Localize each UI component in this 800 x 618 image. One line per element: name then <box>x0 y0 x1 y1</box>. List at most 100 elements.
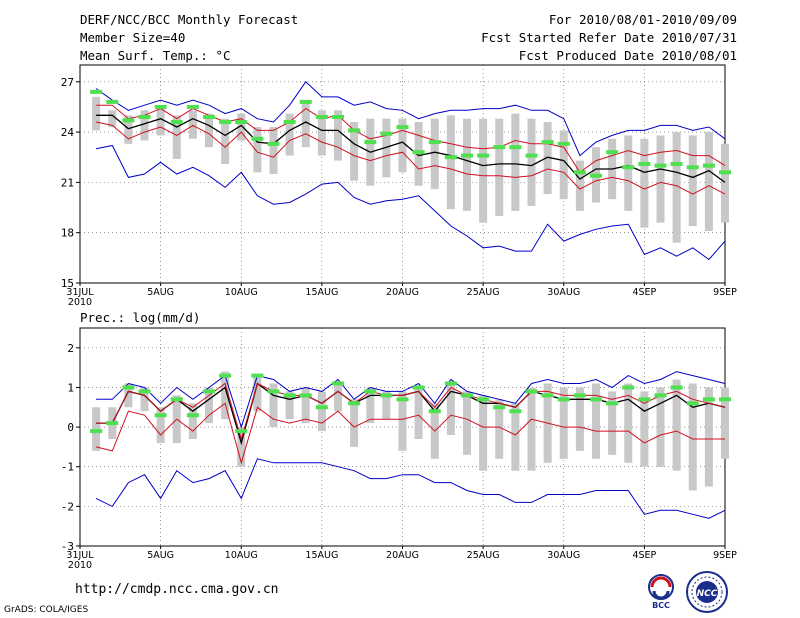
forecast-started-date: Fcst Started Refer Date 2010/07/31 <box>481 30 737 45</box>
temp-spread-box-6 <box>172 115 181 159</box>
prec-obs-marker-22 <box>428 409 441 414</box>
temp-obs-marker-4 <box>138 114 151 119</box>
temp-obs-marker-34 <box>622 165 635 170</box>
temp-spread-box-22 <box>430 118 439 190</box>
temp-xtick-label-7: 4SEP <box>632 287 656 298</box>
prec-spread-box-12 <box>269 383 278 428</box>
temp-spread-box-27 <box>511 113 520 211</box>
prec-obs-marker-16 <box>332 381 344 386</box>
prec-xtick-label-8: 9SEP <box>713 550 737 561</box>
temp-obs-marker-9 <box>219 120 232 125</box>
temp-xtick-label-4: 20AUG <box>386 287 419 298</box>
temp-obs-marker-23 <box>444 155 457 160</box>
prec-spread-box-18 <box>366 387 375 424</box>
temp-obs-marker-14 <box>299 99 312 104</box>
prec-obs-marker-31 <box>573 393 586 398</box>
prec-obs-marker-30 <box>557 397 570 402</box>
prec-spread-box-16 <box>334 383 342 412</box>
temp-obs-marker-2 <box>106 99 119 104</box>
prec-xtick-sublabel-0: 2010 <box>68 560 92 571</box>
bcc-logo: BCC <box>648 574 674 610</box>
prec-xtick-label-0: 31JUL <box>66 550 94 561</box>
temp-xtick-label-0: 31JUL <box>66 287 94 298</box>
temp-obs-marker-15 <box>315 114 328 119</box>
prec-obs-marker-12 <box>267 389 280 394</box>
temp-min-line <box>96 144 726 261</box>
temp-obs-marker-10 <box>235 120 248 125</box>
prec-spread-box-3 <box>124 383 133 408</box>
prec-ytick-label-4: 1 <box>67 381 74 394</box>
temp-obs-marker-21 <box>412 150 425 155</box>
prec-obs-marker-24 <box>461 393 473 398</box>
prec-obs-marker-15 <box>315 405 328 410</box>
prec-min-line <box>95 458 726 519</box>
prec-xtick-label-1: 5AUG <box>147 550 174 561</box>
temp-spread-box-19 <box>382 118 391 178</box>
prec-upper-line <box>96 382 726 441</box>
prec-obs-marker-13 <box>283 393 296 398</box>
prec-obs-marker-21 <box>412 385 425 390</box>
prec-spread-box-21 <box>414 387 423 439</box>
chart-title: DERF/NCC/BCC Monthly Forecast <box>80 12 299 27</box>
temp-obs-marker-18 <box>364 140 377 145</box>
temp-obs-marker-5 <box>154 104 167 109</box>
temp-xtick-label-5: 25AUG <box>467 287 500 298</box>
prec-spread-box-24 <box>463 391 471 455</box>
temp-ytick-label-2: 21 <box>61 176 74 189</box>
prec-spread-box-39 <box>704 387 713 487</box>
prec-obs-marker-36 <box>654 393 667 398</box>
temp-obs-marker-26 <box>493 145 506 150</box>
temp-obs-marker-38 <box>686 165 699 170</box>
temp-obs-marker-31 <box>573 170 586 175</box>
ncc-logo-text: NCC <box>697 589 718 599</box>
temp-spread-box-14 <box>301 100 310 148</box>
temp-lower-line <box>95 121 726 195</box>
temp-obs-marker-11 <box>251 136 264 141</box>
temp-spread-box-20 <box>398 118 407 173</box>
prec-ytick-label-1: -2 <box>61 500 74 513</box>
prec-spread-box-7 <box>188 403 197 439</box>
prec-ytick-label-0: -3 <box>61 540 74 553</box>
temp-obs-marker-28 <box>525 153 538 158</box>
temp-obs-marker-16 <box>332 114 344 119</box>
temp-obs-marker-37 <box>670 161 683 166</box>
prec-obs-marker-33 <box>606 401 619 406</box>
temp-spread-box-12 <box>269 127 278 174</box>
temp-spread-box-23 <box>446 115 455 210</box>
prec-max-line <box>96 371 726 429</box>
temp-spread-box-3 <box>124 115 133 144</box>
temp-obs-marker-7 <box>186 104 199 109</box>
temp-spread-box-1 <box>92 96 101 131</box>
prec-xtick-label-2: 10AUG <box>225 550 258 561</box>
prec-ytick-label-2: -1 <box>61 461 74 474</box>
temp-obs-marker-33 <box>606 150 619 155</box>
forecast-period: For 2010/08/01-2010/09/09 <box>548 12 737 27</box>
prec-spread-box-23 <box>446 383 455 436</box>
temp-obs-marker-8 <box>203 114 215 119</box>
temp-spread-box-29 <box>543 122 552 195</box>
prec-obs-marker-2 <box>106 421 119 426</box>
temp-obs-marker-20 <box>396 125 409 130</box>
bottom-panel-title: Prec.: log(mm/d) <box>80 310 200 325</box>
prec-obs-marker-38 <box>686 401 699 406</box>
temp-spread-box-26 <box>495 118 504 216</box>
prec-obs-marker-34 <box>622 385 635 390</box>
prec-spread-box-13 <box>285 391 294 420</box>
temp-spread-box-11 <box>253 127 262 173</box>
temp-spread-box-5 <box>156 105 165 136</box>
prec-obs-marker-32 <box>590 397 602 402</box>
temp-upper-line <box>96 104 726 174</box>
temp-spread-box-30 <box>559 130 568 200</box>
temp-obs-marker-3 <box>122 118 135 123</box>
prec-obs-marker-5 <box>154 413 167 418</box>
temp-spread-box-17 <box>350 122 359 181</box>
prec-spread-box-15 <box>317 391 326 432</box>
temp-spread-box-15 <box>317 110 326 156</box>
temp-obs-marker-6 <box>170 120 183 125</box>
prec-spread-box-40 <box>721 387 729 459</box>
prec-spread-box-31 <box>575 387 584 451</box>
temp-spread-box-37 <box>672 132 681 243</box>
prec-spread-box-28 <box>527 387 536 471</box>
prec-obs-marker-7 <box>186 413 199 418</box>
